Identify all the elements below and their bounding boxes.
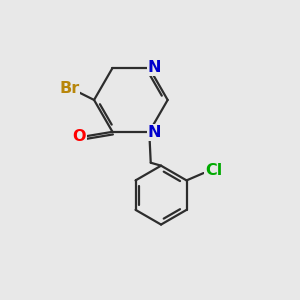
Text: Cl: Cl <box>205 163 222 178</box>
Text: O: O <box>73 129 86 144</box>
Text: Br: Br <box>59 81 80 96</box>
Text: N: N <box>148 125 161 140</box>
Text: N: N <box>148 60 161 75</box>
